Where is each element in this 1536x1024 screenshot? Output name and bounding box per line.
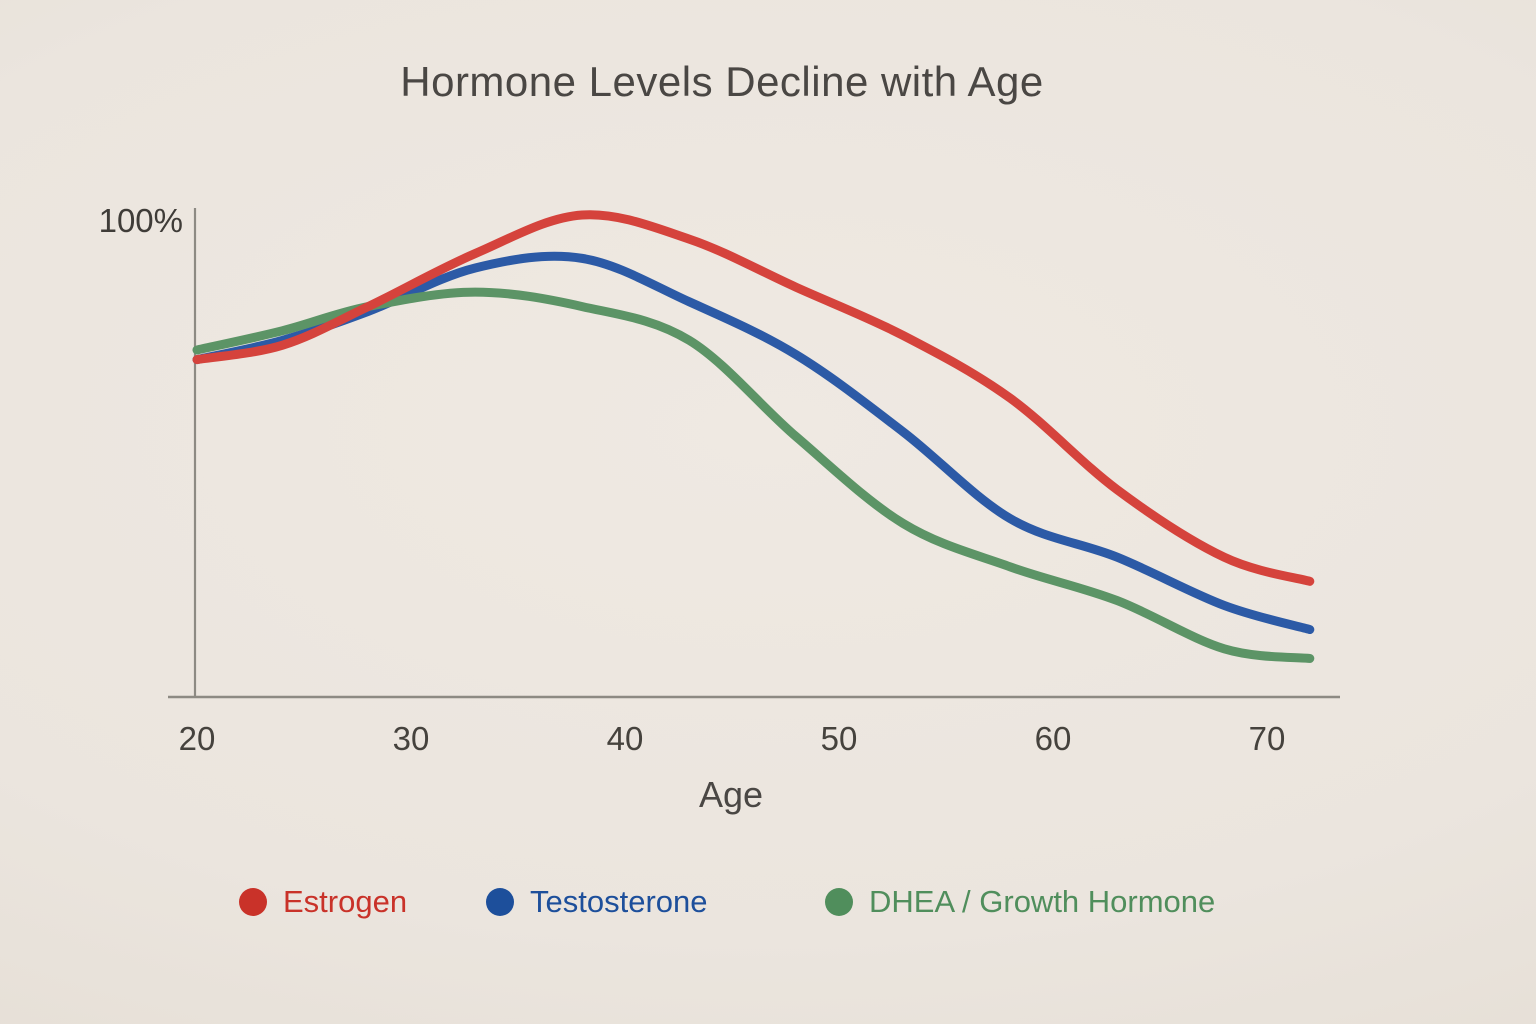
x-tick-20: 20 (178, 720, 216, 757)
x-tick-30: 30 (392, 720, 430, 757)
legend-item-estrogen: Estrogen (239, 884, 407, 920)
legend-item-dhea-growth-hormone: DHEA / Growth Hormone (825, 884, 1215, 920)
legend-dot-testosterone (486, 888, 514, 916)
legend-label-dhea-growth-hormone: DHEA / Growth Hormone (869, 884, 1216, 919)
legend-dot-dhea-growth-hormone (825, 888, 853, 916)
legend: Estrogen Testosterone DHEA / Growth Hormon… (0, 884, 1536, 924)
legend-dot-estrogen (239, 888, 267, 916)
x-tick-50: 50 (820, 720, 858, 757)
legend-label-testosterone: Testosterone (530, 884, 708, 919)
legend-label-estrogen: Estrogen (283, 884, 408, 919)
curve-dhea-growth-hormone (192, 287, 1315, 663)
axes (168, 208, 1340, 699)
legend-item-testosterone: Testosterone (486, 884, 708, 920)
curve-lines (192, 210, 1315, 663)
curve-estrogen (192, 210, 1315, 586)
x-axis-title: Age (698, 774, 764, 815)
y-axis-top-label: 100% (98, 202, 183, 239)
x-tick-70: 70 (1248, 720, 1286, 757)
x-tick-60: 60 (1034, 720, 1072, 757)
x-tick-40: 40 (606, 720, 644, 757)
chart-title: Hormone Levels Decline with Age (400, 58, 1044, 105)
